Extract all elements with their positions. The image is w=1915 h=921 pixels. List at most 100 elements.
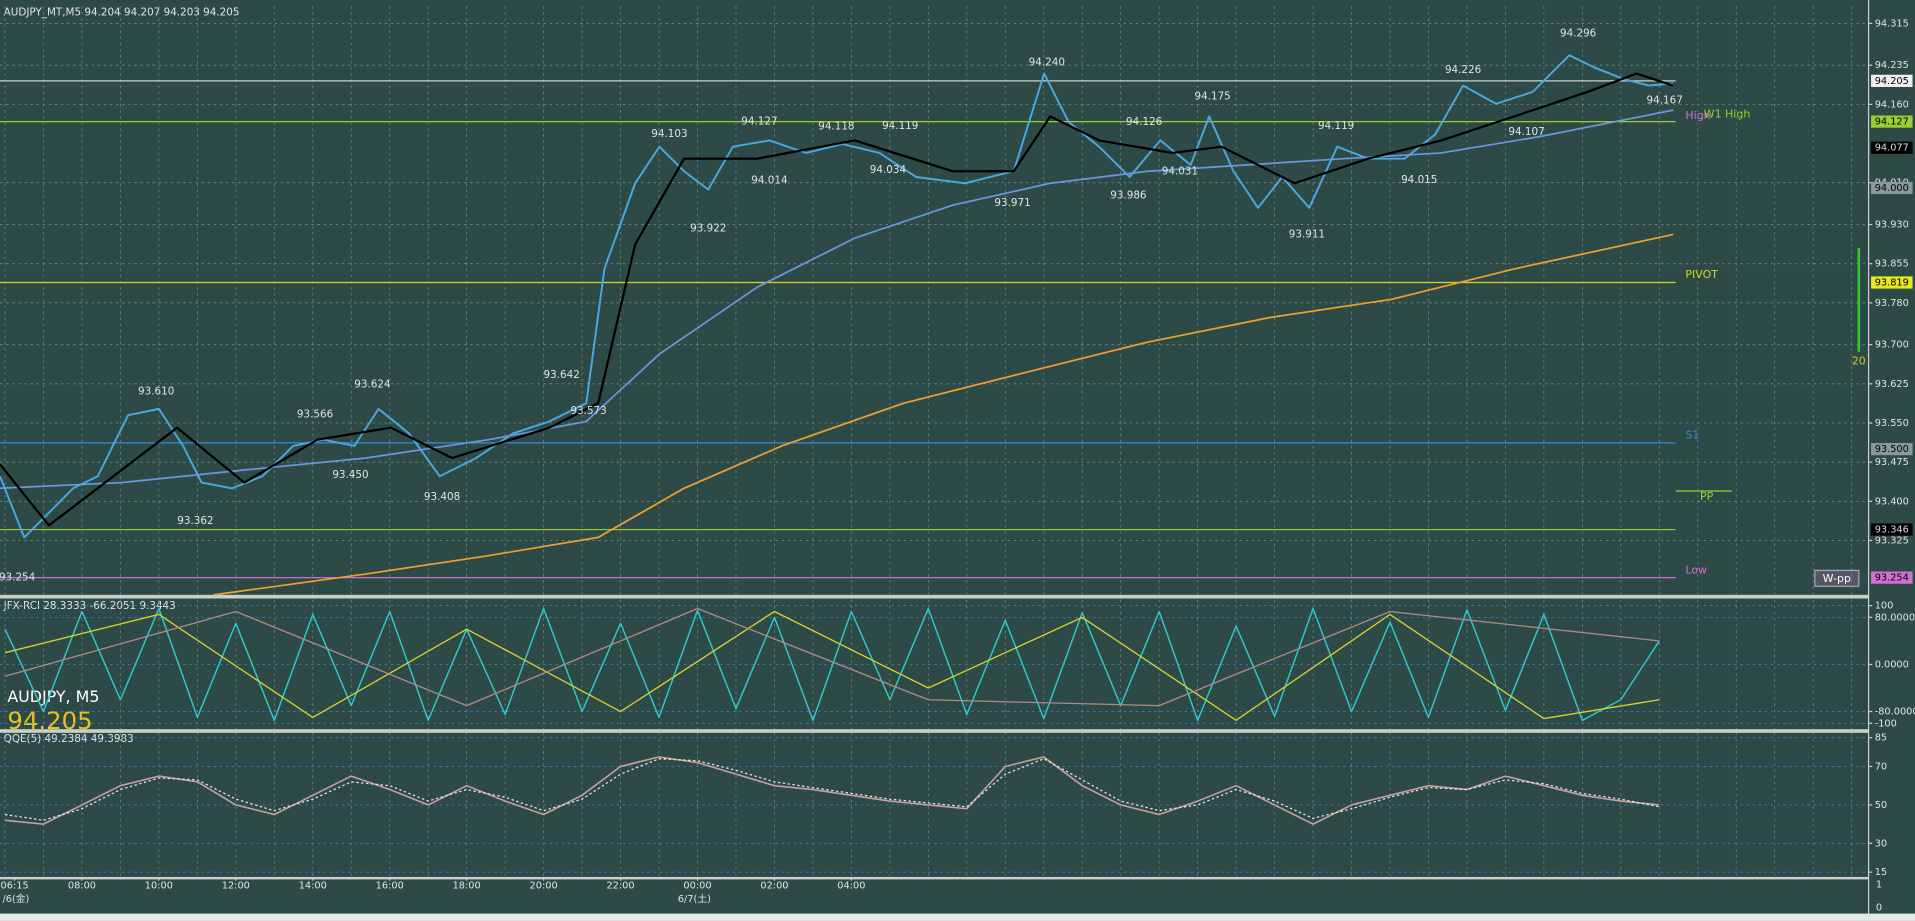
price-annotation: 93.922 xyxy=(690,223,726,235)
series-line xyxy=(0,72,1674,527)
symbol-overlay: AUDJPY, M5 xyxy=(7,687,99,706)
x-tick-label: 06:15 xyxy=(1,881,29,892)
x-tick-label: 12:00 xyxy=(222,881,250,892)
price-annotation: 93.971 xyxy=(994,197,1030,209)
separator xyxy=(0,729,1869,733)
y-tick-label: 93.780 xyxy=(1875,298,1909,309)
y-tick-label: 30 xyxy=(1875,838,1887,849)
level-label: High xyxy=(1685,109,1710,122)
series-line xyxy=(4,756,1660,825)
level-label: S1 xyxy=(1685,429,1699,442)
status-bar xyxy=(0,913,1915,921)
price-annotation: 93.566 xyxy=(297,409,333,421)
x-tick-label: 20:00 xyxy=(530,881,558,892)
price-annotation: 94.031 xyxy=(1162,166,1198,178)
separator xyxy=(0,594,1869,599)
y-tick-label: 94.160 xyxy=(1875,99,1909,110)
price-annotation: 94.127 xyxy=(741,116,777,128)
price-tag xyxy=(1871,571,1913,584)
price-tag xyxy=(1871,276,1913,289)
price-tag-label: 93.500 xyxy=(1875,444,1909,455)
price-annotation: 94.107 xyxy=(1508,126,1544,138)
y-tick-label: -80.0000 xyxy=(1875,707,1915,718)
price-tag-label: 94.205 xyxy=(1875,76,1909,87)
wpp-label: W-pp xyxy=(1823,572,1851,585)
price-annotation: 93.911 xyxy=(1289,228,1325,240)
price-tag xyxy=(1871,115,1913,128)
series-line xyxy=(4,610,1660,722)
y-tick-label: -100 xyxy=(1875,718,1897,729)
y-tick-label: 93.400 xyxy=(1875,496,1909,507)
price-annotation: 94.226 xyxy=(1445,64,1481,76)
price-annotation: 94.175 xyxy=(1194,91,1230,103)
price-annotation: 93.642 xyxy=(544,369,580,381)
price-annotation: 94.167 xyxy=(1647,95,1683,107)
price-annotation: 94.034 xyxy=(870,164,907,176)
date-label: 6/7(土) xyxy=(678,892,711,905)
x-tick-label: 02:00 xyxy=(760,881,788,892)
price-annotation: 94.119 xyxy=(1318,120,1354,132)
y-tick-label: 70 xyxy=(1875,761,1887,772)
price-tag-label: 93.819 xyxy=(1875,277,1909,288)
price-tag-label: 93.254 xyxy=(1875,573,1909,584)
y-tick-label: 93.930 xyxy=(1875,220,1909,231)
price-tag-label: 94.000 xyxy=(1875,183,1909,194)
series-line xyxy=(4,607,1660,722)
price-annotation: 93.610 xyxy=(138,386,174,398)
price-annotation: 94.103 xyxy=(651,128,687,140)
y-tick-label: 93.700 xyxy=(1875,340,1909,351)
y-tick-label: 50 xyxy=(1875,800,1887,811)
y-tick-label: 100 xyxy=(1875,601,1894,612)
price-annotation: 94.240 xyxy=(1029,57,1065,69)
series-line xyxy=(0,54,1674,539)
x-tick-label: 16:00 xyxy=(376,881,404,892)
x-tick-label: 08:00 xyxy=(68,881,96,892)
series-line xyxy=(4,758,1660,821)
y-tick-label: 85 xyxy=(1875,733,1887,744)
price-tag xyxy=(1871,443,1913,456)
y-tick-label: 94.315 xyxy=(1875,18,1909,29)
price-annotation: 93.362 xyxy=(177,515,213,527)
price-tag xyxy=(1871,181,1913,195)
price-tag xyxy=(1871,141,1913,154)
panel-title: AUDJPY_MT,M5 94.204 94.207 94.203 94.205 xyxy=(4,6,240,18)
y-tick-label: 80.0000 xyxy=(1875,612,1915,623)
y-tick-label: 94.235 xyxy=(1875,60,1909,71)
price-annotation: 93.624 xyxy=(354,378,391,390)
price-tag-label: 93.346 xyxy=(1875,525,1909,536)
y-tick-label: 93.550 xyxy=(1875,418,1909,429)
price-overlay: 94.205 xyxy=(7,706,92,735)
y-tick-label: 93.855 xyxy=(1875,259,1909,270)
date-label: /6(金) xyxy=(2,892,29,905)
range-label: 20 xyxy=(1852,355,1866,368)
price-annotation: 93.573 xyxy=(570,405,606,417)
level-label: W1 High xyxy=(1704,107,1751,120)
volume-tick: 1 xyxy=(1876,879,1882,890)
y-tick-label: 93.325 xyxy=(1875,536,1909,547)
y-tick-label: 15 xyxy=(1875,867,1887,878)
price-annotation: 94.296 xyxy=(1560,27,1596,39)
price-tag-label: 94.077 xyxy=(1875,143,1909,154)
separator xyxy=(0,876,1869,880)
wpp-box xyxy=(1814,569,1860,587)
level-label: Low xyxy=(1685,563,1707,576)
price-tag-label: 94.127 xyxy=(1875,117,1909,128)
price-annotation: 93.254 xyxy=(0,572,36,584)
price-annotation: 93.450 xyxy=(332,469,368,481)
x-tick-label: 22:00 xyxy=(606,881,634,892)
x-tick-label: 00:00 xyxy=(683,881,711,892)
y-tick-label: 93.475 xyxy=(1875,457,1909,468)
price-annotation: 93.408 xyxy=(424,491,460,503)
x-tick-label: 14:00 xyxy=(299,881,327,892)
price-tag xyxy=(1871,74,1913,87)
y-tick-label: 93.625 xyxy=(1875,379,1909,390)
series-line xyxy=(213,233,1674,596)
x-tick-label: 04:00 xyxy=(837,881,865,892)
panel-title: JFX-RCI 28.3333 -66.2051 9.3443 xyxy=(3,600,176,612)
price-tag xyxy=(1871,523,1913,536)
volume-tick: 0 xyxy=(1876,902,1882,913)
level-label: PP xyxy=(1700,490,1714,503)
panel-title: QQE(5) 49.2384 49.3983 xyxy=(4,733,134,745)
